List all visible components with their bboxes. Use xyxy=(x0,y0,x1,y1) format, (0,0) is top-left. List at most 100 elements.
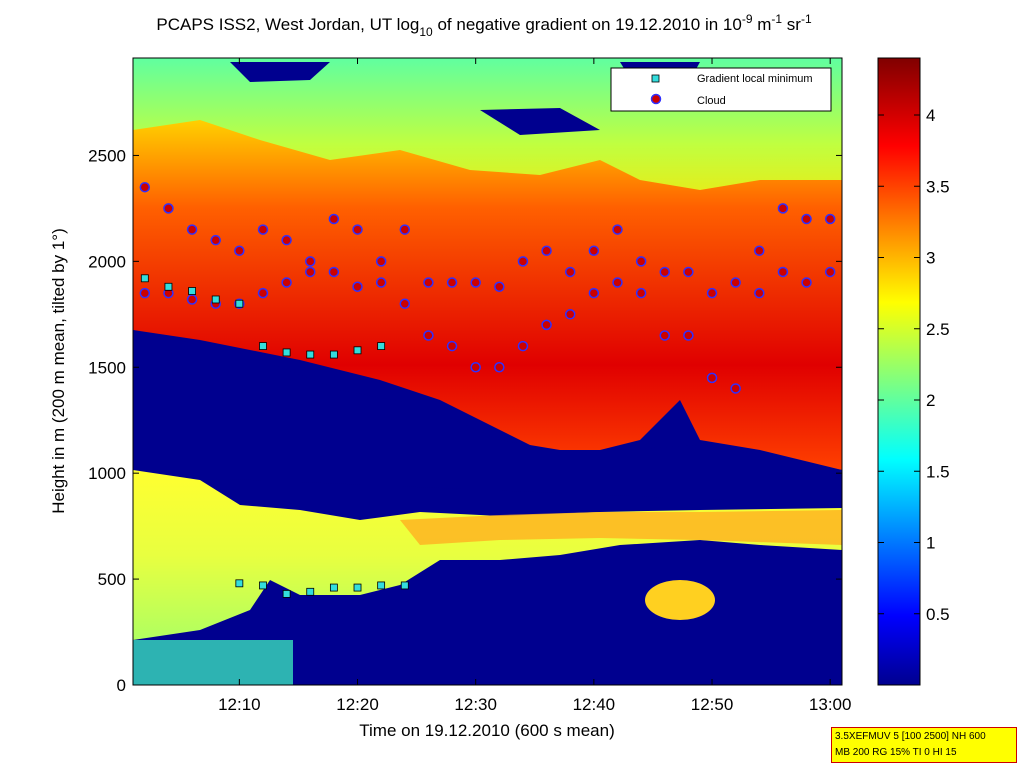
cloud-point xyxy=(588,287,600,299)
settings-infobox: 3.5XEFMUV 5 [100 2500] NH 600 MB 200 RG … xyxy=(831,727,1017,763)
cloud-point xyxy=(517,256,529,267)
cloud-point xyxy=(801,277,812,288)
y-tick-label: 1500 xyxy=(88,358,126,377)
cloud-point xyxy=(564,309,576,320)
colorbar xyxy=(877,57,921,686)
cloud-point xyxy=(375,256,387,267)
y-tick-label: 2500 xyxy=(88,146,126,165)
heatmap-field xyxy=(133,58,842,685)
cloud-point xyxy=(635,256,647,267)
cloud-point xyxy=(588,245,600,257)
cloud-point xyxy=(328,266,340,278)
x-tick-label: 12:20 xyxy=(336,695,379,714)
cloud-point xyxy=(257,287,269,299)
y-tick-label: 500 xyxy=(98,570,126,589)
x-tick-label: 13:00 xyxy=(809,695,852,714)
gradient-min-point xyxy=(306,350,315,359)
x-tick-label: 12:50 xyxy=(691,695,734,714)
cloud-point xyxy=(706,287,718,299)
cloud-point xyxy=(659,330,670,341)
cloud-point xyxy=(163,203,174,214)
cloud-point xyxy=(139,287,151,299)
cloud-point xyxy=(352,224,363,235)
cloud-point xyxy=(777,266,789,278)
colorbar-ticks: 0.5 1 1.5 2 2.5 3 3.5 4 xyxy=(878,106,950,624)
cloud-point xyxy=(423,330,434,341)
gradient-min-point xyxy=(235,299,244,308)
colorbar-tick-label: 1.5 xyxy=(926,462,950,481)
cloud-point xyxy=(186,294,198,305)
cloud-point xyxy=(186,224,198,235)
cloud-point xyxy=(328,213,340,225)
x-tick-label: 12:40 xyxy=(573,695,616,714)
cloud-point xyxy=(494,362,505,373)
cloud-point xyxy=(210,234,221,246)
gradient-min-point xyxy=(140,274,149,283)
cloud-point xyxy=(281,234,292,246)
y-tick-label: 2000 xyxy=(88,252,126,271)
gradient-min-point xyxy=(306,587,315,596)
cloud-point xyxy=(399,298,411,309)
cloud-point xyxy=(754,287,765,299)
cloud-point xyxy=(352,281,363,293)
colorbar-tick-label: 4 xyxy=(926,106,935,125)
gradient-min-point xyxy=(353,583,362,592)
cloud-point xyxy=(305,266,316,278)
colorbar-tick-label: 3.5 xyxy=(926,177,950,196)
legend-marker-circle xyxy=(650,93,662,105)
x-tick-label: 12:30 xyxy=(454,695,497,714)
cloud-point xyxy=(754,245,765,257)
chart-title: PCAPS ISS2, West Jordan, UT log10 of neg… xyxy=(156,12,812,39)
cloud-point xyxy=(564,266,576,278)
legend-box xyxy=(610,67,832,112)
gradient-min-point xyxy=(188,287,196,295)
colorbar-tick-label: 0.5 xyxy=(926,605,950,624)
cloud-point xyxy=(612,277,623,288)
cloud-point xyxy=(375,277,387,288)
colorbar-tick-label: 1 xyxy=(926,534,935,553)
cloud-point xyxy=(234,245,245,257)
cloud-point xyxy=(399,224,411,235)
infobox-line-1: 3.5XEFMUV 5 [100 2500] NH 600 xyxy=(835,731,986,742)
gradient-min-point xyxy=(329,350,338,359)
cloud-point xyxy=(423,277,434,288)
colorbar-tick-label: 3 xyxy=(926,249,935,268)
cloud-point xyxy=(470,277,481,288)
x-tick-label: 12:10 xyxy=(218,695,261,714)
cloud-point xyxy=(305,256,316,267)
y-tick-label: 0 xyxy=(117,676,126,695)
gradient-min-point xyxy=(235,579,244,588)
cloud-point xyxy=(446,340,458,352)
cloud-point xyxy=(683,266,694,278)
gradient-min-point xyxy=(282,348,291,357)
cloud-point xyxy=(777,203,789,214)
gradient-min-point xyxy=(282,590,291,598)
cloud-point xyxy=(824,266,836,278)
gradient-min-point xyxy=(259,581,267,590)
cloud-point xyxy=(824,213,836,225)
cloud-point xyxy=(635,287,647,299)
cloud-point xyxy=(612,224,623,235)
x-axis-label: Time on 19.12.2010 (600 s mean) xyxy=(359,721,614,740)
legend: Gradient local minimum Cloud xyxy=(610,67,832,112)
gradient-min-point xyxy=(164,282,173,291)
cloud-point xyxy=(683,330,694,341)
gradient-min-point xyxy=(377,581,386,590)
cloud-point xyxy=(801,213,812,225)
gradient-min-point xyxy=(400,581,409,590)
plot-axes-box xyxy=(132,57,843,686)
x-axis-ticks: 12:10 12:20 12:30 12:40 12:50 13:00 xyxy=(218,58,851,714)
cloud-point xyxy=(541,319,552,331)
gradient-min-point xyxy=(329,583,338,592)
legend-label-gradient: Gradient local minimum xyxy=(697,73,813,85)
y-axis-ticks: 0 500 1000 1500 2000 2500 xyxy=(88,146,842,695)
cloud-point xyxy=(139,181,151,193)
infobox-line-2: MB 200 RG 15% TI 0 HI 15 xyxy=(835,747,957,758)
cloud-point xyxy=(659,266,670,278)
legend-label-cloud: Cloud xyxy=(697,95,726,107)
y-tick-label: 1000 xyxy=(88,464,126,483)
cloud-point xyxy=(494,281,505,293)
colorbar-tick-label: 2 xyxy=(926,391,935,410)
cloud-point xyxy=(730,277,741,288)
